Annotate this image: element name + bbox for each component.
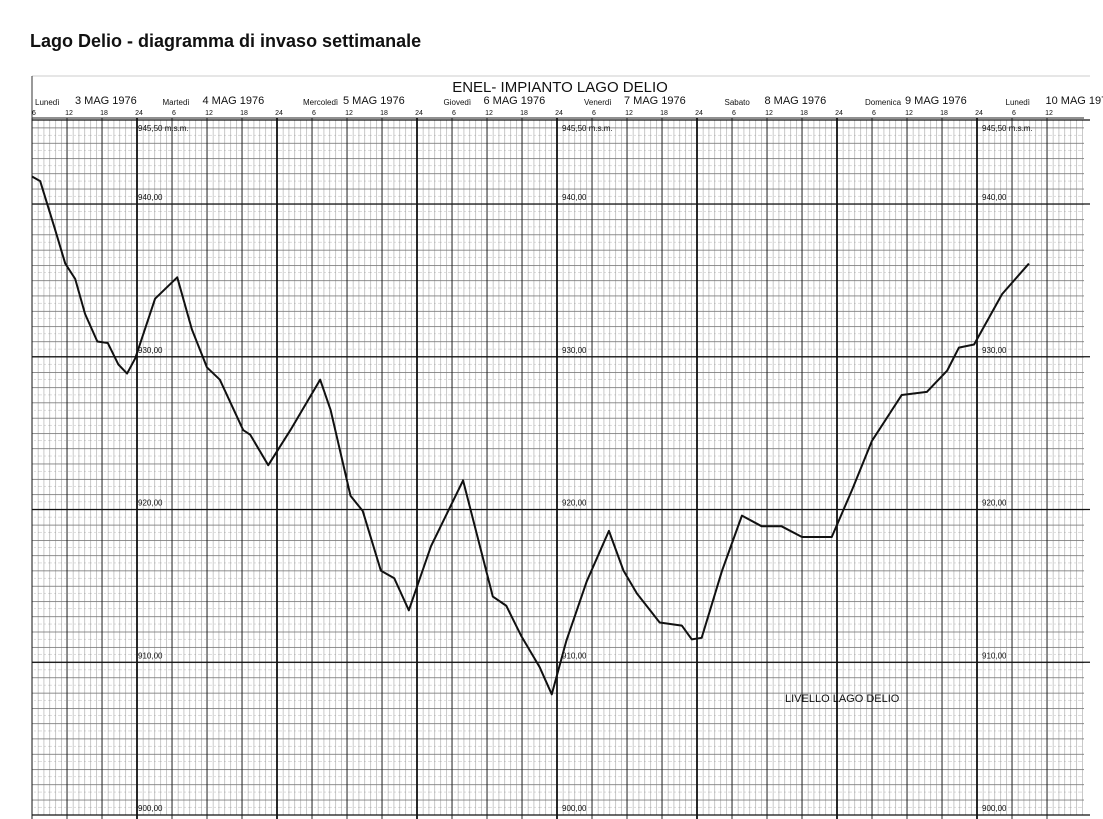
y-tick-label: 910,00 <box>982 651 1007 660</box>
date-label: 8 MAG 1976 <box>765 95 827 107</box>
weekday-label: Mercoledì <box>303 98 338 107</box>
weekday-label: Lunedì <box>35 98 59 107</box>
date-label: 7 MAG 1976 <box>624 95 686 107</box>
x-tick-label: 24 <box>695 110 703 117</box>
x-tick-label: 6 <box>592 110 596 117</box>
y-tick-label: 940,00 <box>562 193 587 202</box>
x-tick-label: 18 <box>800 110 808 117</box>
weekday-label: Lunedì <box>1006 98 1030 107</box>
date-label: 3 MAG 1976 <box>75 95 137 107</box>
x-tick-label: 6 <box>312 110 316 117</box>
y-tick-label: 930,00 <box>138 346 163 355</box>
level-line <box>31 175 1030 696</box>
x-tick-label: 12 <box>345 110 353 117</box>
x-tick-label: 18 <box>520 110 528 117</box>
date-label: 9 MAG 1976 <box>905 95 967 107</box>
y-tick-label: 900,00 <box>562 804 587 813</box>
x-tick-label: 24 <box>555 110 563 117</box>
x-tick-label: 6 <box>172 110 176 117</box>
weekday-label: Martedì <box>163 98 190 107</box>
x-tick-label: 24 <box>135 110 143 117</box>
date-label: 6 MAG 1976 <box>484 95 546 107</box>
x-tick-label: 24 <box>975 110 983 117</box>
x-tick-label: 18 <box>660 110 668 117</box>
x-tick-label: 24 <box>275 110 283 117</box>
x-tick-label: 18 <box>940 110 948 117</box>
y-tick-label: 900,00 <box>982 804 1007 813</box>
y-tick-label: 945,50 m.s.m. <box>982 124 1033 133</box>
date-label: 10 MAG 1976 <box>1046 95 1103 107</box>
page-title: Lago Delio - diagramma di invaso settima… <box>30 31 421 51</box>
annotation: LIVELLO LAGO DELIO <box>785 693 900 705</box>
x-tick-label: 6 <box>452 110 456 117</box>
weekday-label: Sabato <box>725 98 751 107</box>
y-tick-label: 940,00 <box>138 193 163 202</box>
y-tick-label: 920,00 <box>562 499 587 508</box>
x-tick-label: 18 <box>380 110 388 117</box>
x-tick-label: 12 <box>625 110 633 117</box>
x-tick-label: 6 <box>732 110 736 117</box>
y-tick-label: 900,00 <box>138 804 163 813</box>
weekday-label: Venerdì <box>584 98 612 107</box>
y-tick-label: 910,00 <box>138 651 163 660</box>
x-tick-label: 12 <box>905 110 913 117</box>
minor-grid <box>32 120 1084 815</box>
x-tick-label: 12 <box>765 110 773 117</box>
x-tick-label: 6 <box>32 110 36 117</box>
weekday-label: Giovedì <box>444 98 472 107</box>
date-label: 4 MAG 1976 <box>203 95 265 107</box>
x-tick-label: 12 <box>485 110 493 117</box>
x-tick-label: 18 <box>100 110 108 117</box>
x-tick-label: 24 <box>835 110 843 117</box>
weekday-label: Domenica <box>865 98 902 107</box>
x-tick-label: 18 <box>240 110 248 117</box>
y-tick-label: 940,00 <box>982 193 1007 202</box>
y-tick-label: 910,00 <box>562 651 587 660</box>
x-tick-label: 6 <box>1012 110 1016 117</box>
x-tick-label: 12 <box>1045 110 1053 117</box>
x-tick-label: 12 <box>205 110 213 117</box>
x-tick-label: 24 <box>415 110 423 117</box>
chart-title: ENEL- IMPIANTO LAGO DELIO <box>452 79 668 96</box>
y-tick-label: 945,50 m.s.m. <box>562 124 613 133</box>
y-tick-label: 945,50 m.s.m. <box>138 124 189 133</box>
y-tick-label: 930,00 <box>562 346 587 355</box>
x-tick-label: 12 <box>65 110 73 117</box>
y-tick-label: 920,00 <box>982 499 1007 508</box>
x-tick-label: 6 <box>872 110 876 117</box>
y-tick-label: 920,00 <box>138 499 163 508</box>
y-tick-label: 930,00 <box>982 346 1007 355</box>
date-label: 5 MAG 1976 <box>343 95 405 107</box>
